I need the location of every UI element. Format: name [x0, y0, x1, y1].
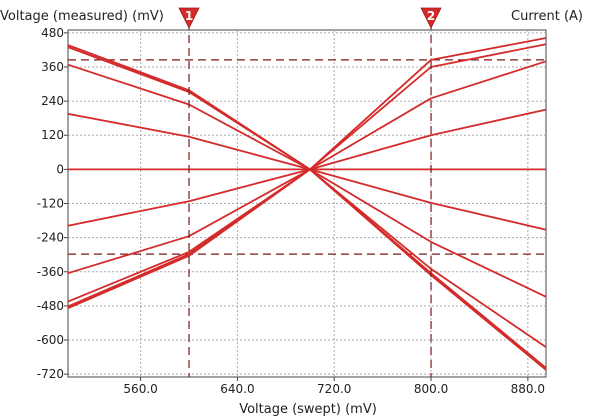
- x-axis-title: Voltage (swept) (mV): [239, 402, 377, 417]
- y-tick-label: 120: [41, 128, 64, 142]
- y-tick-label: -600: [37, 333, 64, 347]
- y-tick-label: -720: [37, 367, 64, 381]
- y-tick-label: 480: [41, 26, 64, 40]
- horizontal-cursor-layer: [68, 59, 546, 255]
- x-tick-label: 640.0: [220, 382, 254, 396]
- y-tick-label: 360: [41, 60, 64, 74]
- x-tick-label: 880.0: [511, 382, 545, 396]
- x-tick-label: 720.0: [317, 382, 351, 396]
- y-axis-title-left: Voltage (measured) (mV): [0, 9, 164, 24]
- y-tick-label: 240: [41, 94, 64, 108]
- series-layer: [67, 37, 547, 371]
- y-tick-label: -360: [37, 265, 64, 279]
- x-tick-label: 560.0: [123, 382, 157, 396]
- cursor-marker-icon[interactable]: [420, 7, 442, 29]
- y-tick-label: -120: [37, 197, 64, 211]
- tick-label-layer: 560.0 640.0 720.0 800.0 880.0 480 360 240 120 0 -1…: [37, 26, 545, 396]
- y-tick-label: -480: [37, 299, 64, 313]
- cursor-marker-label: 1: [185, 9, 193, 23]
- cursor-marker-label: 2: [427, 9, 435, 23]
- y-tick-label: 0: [56, 162, 64, 176]
- y-axis-title-right: Current (A): [511, 9, 583, 24]
- plot-frame: [67, 29, 547, 378]
- cursor-marker-icon[interactable]: [178, 7, 200, 29]
- y-tick-label: -240: [37, 231, 64, 245]
- grid-layer: [64, 29, 547, 381]
- series-line: [67, 168, 547, 371]
- x-tick-label: 800.0: [414, 382, 448, 396]
